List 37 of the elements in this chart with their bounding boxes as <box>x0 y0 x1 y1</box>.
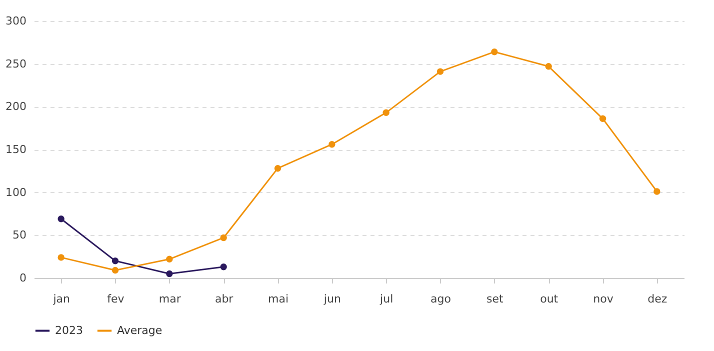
point <box>166 256 173 262</box>
point <box>112 258 119 264</box>
point <box>112 266 119 274</box>
y-tick-label: 300 <box>6 14 26 28</box>
point <box>328 141 336 148</box>
point <box>274 165 282 172</box>
x-tick-label: nov <box>593 292 614 306</box>
x-tick-label: ago <box>430 292 452 306</box>
x-tick-label: abr <box>214 292 234 306</box>
point <box>654 188 660 195</box>
y-tick-label: 200 <box>6 100 26 114</box>
legend-label: Average <box>117 324 162 337</box>
point <box>491 48 498 56</box>
x-tick-label: out <box>540 292 559 306</box>
y-tick-label: 250 <box>6 57 26 70</box>
x-tick-label: dez <box>648 292 668 306</box>
point <box>436 68 444 75</box>
x-tick-label: set <box>486 292 504 306</box>
point <box>58 216 64 222</box>
point <box>166 270 173 278</box>
y-tick-label: 50 <box>12 228 26 242</box>
legend-label: 2023 <box>55 324 83 337</box>
x-tick-label: jul <box>379 292 394 306</box>
x-tick-label: jan <box>52 292 70 306</box>
x-tick-label: mai <box>268 292 289 306</box>
point <box>220 234 227 242</box>
point <box>599 115 606 122</box>
x-tick-label: mar <box>158 292 182 306</box>
y-tick-label: 100 <box>6 186 26 199</box>
point <box>220 264 227 270</box>
x-tick-label: fev <box>107 292 125 306</box>
y-tick-label: 0 <box>20 272 26 284</box>
x-tick-label: jun <box>322 292 341 306</box>
y-tick-label: 150 <box>6 143 26 156</box>
point <box>58 254 64 261</box>
point <box>545 63 552 70</box>
point <box>382 109 390 116</box>
